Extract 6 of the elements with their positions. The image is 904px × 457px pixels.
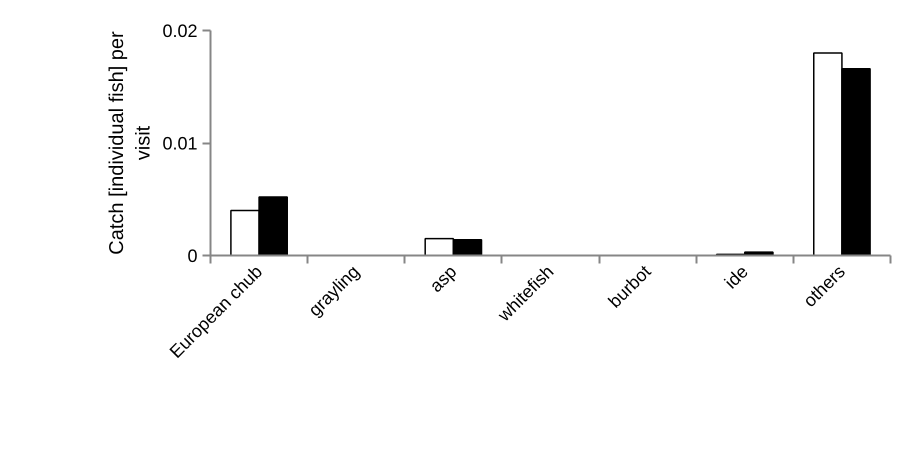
y-tick-label: 0.01 (162, 134, 198, 154)
y-tick-label: 0 (187, 246, 198, 266)
x-tick-label: asp (426, 261, 460, 296)
x-tick-label: ide (720, 261, 752, 293)
y-tick-label: 0.02 (162, 21, 198, 41)
y-axis-title: Catch [individual fish] per visit (106, 30, 154, 255)
